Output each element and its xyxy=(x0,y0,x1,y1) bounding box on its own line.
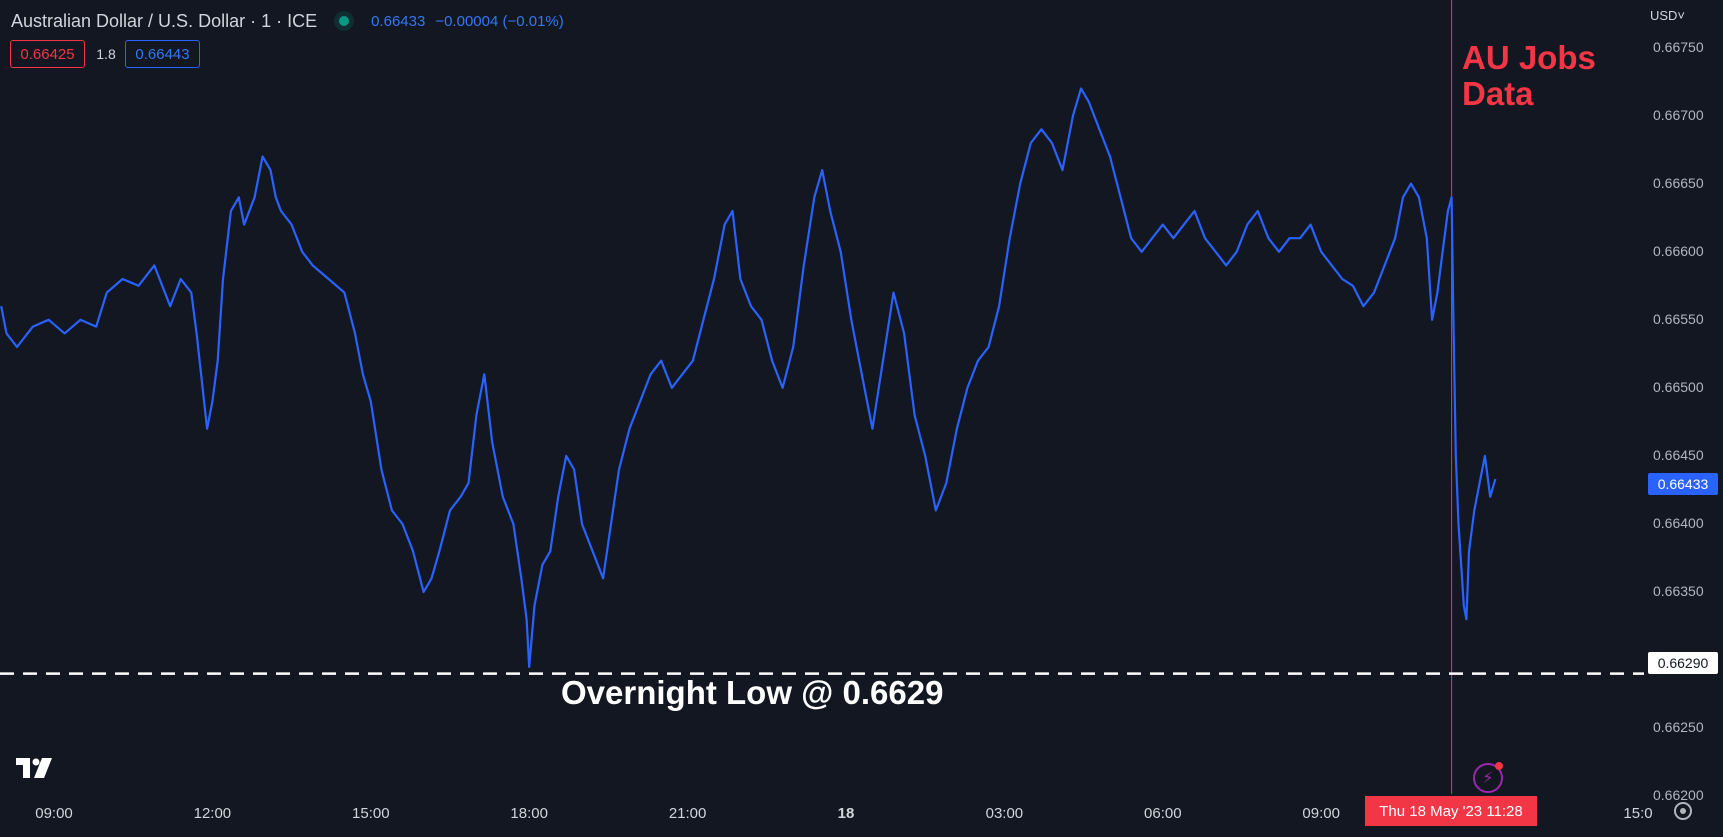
overnight-low-label: Overnight Low @ 0.6629 xyxy=(561,674,944,711)
last-price: 0.66433 xyxy=(371,12,426,30)
y-tick-label: 0.66250 xyxy=(1653,719,1704,736)
spread-value: 1.8 xyxy=(96,46,116,62)
x-tick-label: 15:00 xyxy=(352,805,390,822)
y-tick-label: 0.66500 xyxy=(1653,378,1704,395)
symbol-title[interactable]: Australian Dollar / U.S. Dollar · 1 · IC… xyxy=(11,10,318,31)
x-tick-label: 09:00 xyxy=(1302,805,1340,822)
x-tick-label: 18 xyxy=(837,805,855,822)
price-series-line-0 xyxy=(0,87,1497,668)
event-label-line2: Data xyxy=(1462,75,1534,112)
crosshair-time-tag: Thu 18 May '23 11:28 xyxy=(1365,796,1537,826)
status-dot-icon xyxy=(339,16,350,26)
symbol-header: Australian Dollar / U.S. Dollar · 1 · IC… xyxy=(11,9,564,33)
event-label-line1: AU Jobs xyxy=(1462,39,1596,76)
currency-selector[interactable]: USD˅ xyxy=(1649,8,1685,23)
y-tick-label: 0.66700 xyxy=(1653,106,1704,123)
ask-price-button[interactable]: 0.66443 xyxy=(125,40,200,68)
x-tick-label: 15:0 xyxy=(1623,805,1653,822)
x-tick-label: 06:00 xyxy=(1144,805,1182,822)
y-tick-label: 0.66750 xyxy=(1653,38,1704,55)
y-tick-label: 0.66450 xyxy=(1653,446,1704,463)
x-tick-label: 18:00 xyxy=(510,805,548,822)
y-tick-label: 0.66200 xyxy=(1653,787,1704,804)
current-price-tag: 0.66433 xyxy=(1648,473,1718,495)
x-tick-label: 12:00 xyxy=(193,805,232,822)
event-annotation: AU Jobs Data xyxy=(1462,40,1596,112)
y-tick-label: 0.66600 xyxy=(1653,242,1704,259)
tradingview-logo-icon[interactable] xyxy=(16,758,54,785)
x-tick-label: 09:00 xyxy=(35,805,73,822)
x-tick-label: 21:00 xyxy=(668,805,707,822)
settings-icon[interactable] xyxy=(1674,802,1692,820)
y-tick-label: 0.66350 xyxy=(1653,583,1704,600)
x-tick-label: 03:00 xyxy=(985,805,1024,822)
bid-price-button[interactable]: 0.66425 xyxy=(10,40,85,68)
price-change: −0.00004 (−0.01%) xyxy=(435,12,564,30)
low-price-tag: 0.66290 xyxy=(1648,652,1718,674)
flash-icon[interactable]: ⚡ xyxy=(1473,762,1503,793)
y-tick-label: 0.66400 xyxy=(1653,514,1704,531)
y-tick-label: 0.66550 xyxy=(1653,310,1704,327)
y-tick-label: 0.66650 xyxy=(1653,174,1704,191)
notification-dot xyxy=(1495,762,1503,770)
